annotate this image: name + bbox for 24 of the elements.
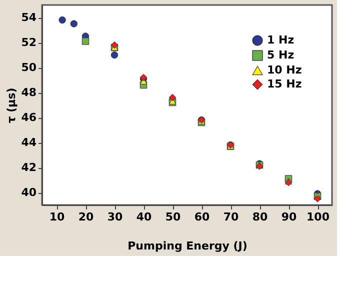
legend-label: 5 Hz: [267, 48, 294, 62]
x-tick-label: 80: [252, 210, 268, 224]
y-tick-label: 52: [21, 36, 36, 49]
y-tick-label: 54: [21, 11, 37, 24]
y-tick-label: 48: [21, 86, 36, 99]
x-tick-label: 30: [107, 210, 123, 224]
x-tick-label: 10: [49, 210, 65, 224]
y-tick-label: 42: [21, 161, 36, 174]
y-tick-label: 40: [21, 186, 37, 199]
legend-label: 10 Hz: [267, 64, 302, 76]
y-tick-label: 46: [21, 111, 37, 124]
x-tick-label: 70: [223, 210, 239, 224]
y-tick-label: 44: [21, 136, 37, 149]
legend-label: 15 Hz: [267, 78, 302, 90]
legend-label: 1 Hz: [267, 34, 294, 46]
x-tick-label: 100: [306, 210, 330, 224]
y-tick-label: 50: [21, 61, 37, 74]
x-tick-label: 60: [194, 210, 210, 224]
x-tick-label: 50: [165, 210, 181, 224]
x-tick-label: 40: [136, 210, 152, 224]
y-axis-title: τ (μs): [5, 88, 18, 124]
x-axis-title: Pumping Energy (J): [128, 240, 248, 252]
x-tick-label: 20: [78, 210, 94, 224]
x-tick-label: 90: [281, 210, 297, 224]
